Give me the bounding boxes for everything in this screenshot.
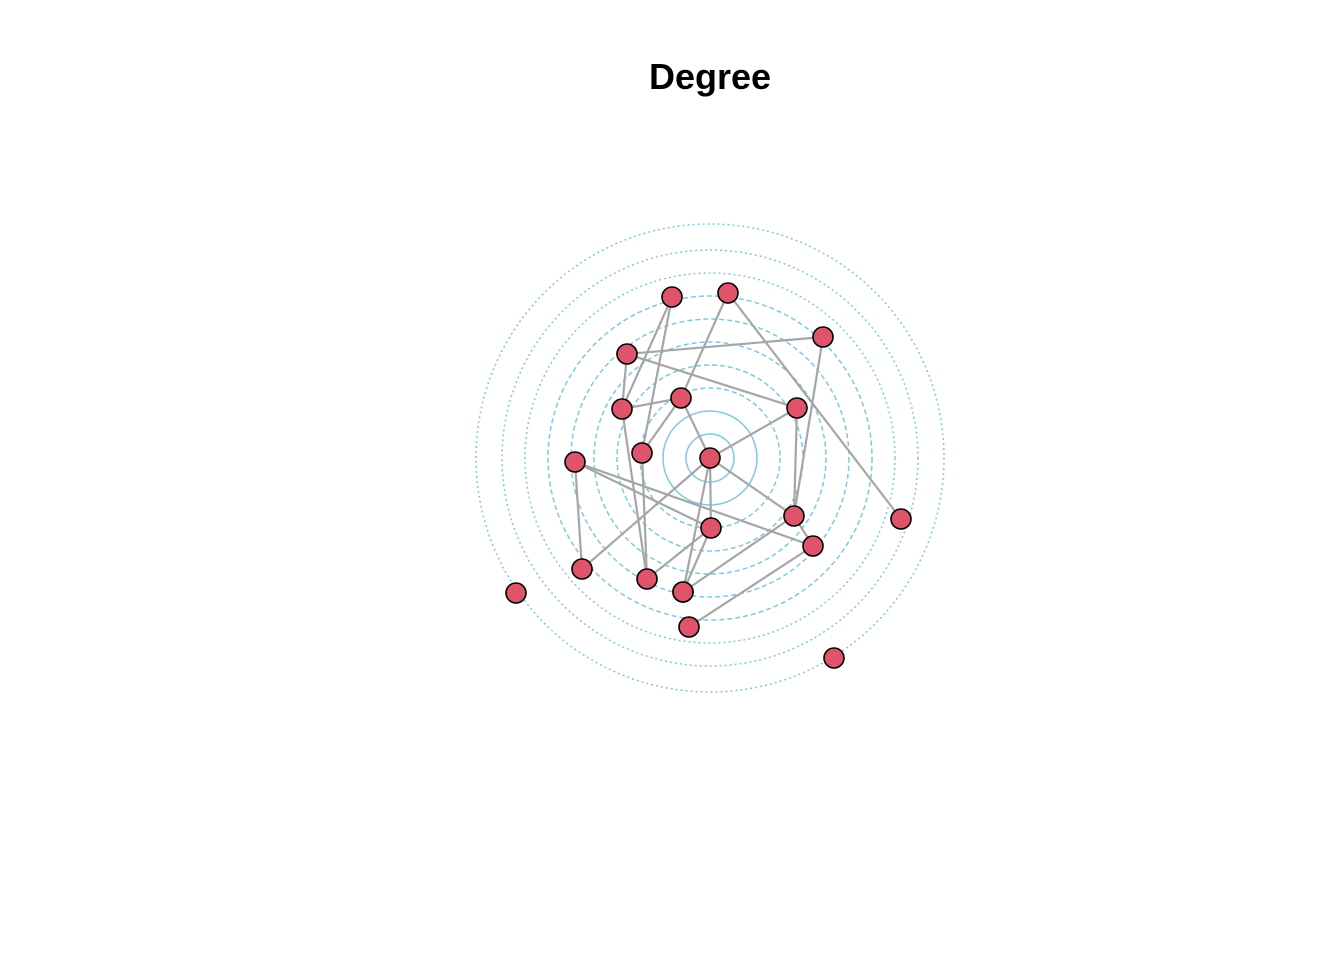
node-0 <box>699 447 721 469</box>
ring-9 <box>501 249 919 667</box>
node-8 <box>564 451 586 473</box>
edge-7 <box>626 352 798 410</box>
ring-10 <box>475 223 945 693</box>
node-7 <box>631 442 653 464</box>
node-6 <box>611 398 633 420</box>
node-3 <box>812 326 834 348</box>
edge-9 <box>641 397 682 454</box>
plot-title: Degree <box>648 56 772 97</box>
node-4 <box>616 343 638 365</box>
node-11 <box>783 505 805 527</box>
edge-4 <box>626 335 824 356</box>
edge-20 <box>681 457 712 593</box>
edge-13 <box>573 461 584 570</box>
ring-7 <box>547 295 873 621</box>
node-13 <box>802 535 824 557</box>
edge-19 <box>581 457 711 570</box>
node-20 <box>505 582 527 604</box>
node-1 <box>661 286 683 308</box>
node-19 <box>823 647 845 669</box>
edge-23 <box>682 515 795 593</box>
node-14 <box>571 558 593 580</box>
edge-25 <box>688 545 814 628</box>
edge-11 <box>620 408 649 580</box>
edge-2 <box>679 292 730 399</box>
node-12 <box>700 517 722 539</box>
node-10 <box>890 508 912 530</box>
node-17 <box>672 581 694 603</box>
edge-22 <box>646 527 712 580</box>
ring-8 <box>524 272 896 644</box>
node-15 <box>636 568 658 590</box>
edge-15 <box>574 460 814 548</box>
edge-14 <box>574 461 712 529</box>
node-18 <box>678 616 700 638</box>
node-5 <box>670 387 692 409</box>
node-2 <box>717 282 739 304</box>
network-nodes <box>505 282 912 669</box>
node-9 <box>786 397 808 419</box>
edge-17 <box>792 407 799 517</box>
edge-16 <box>709 407 798 459</box>
network-edges <box>573 292 902 628</box>
edge-26 <box>709 457 795 517</box>
edge-21 <box>681 527 713 593</box>
edge-10 <box>680 397 711 459</box>
edge-18 <box>708 457 713 529</box>
ring-5 <box>593 341 827 575</box>
edge-0 <box>640 296 674 454</box>
edge-3 <box>727 292 902 520</box>
edge-5 <box>792 336 825 517</box>
